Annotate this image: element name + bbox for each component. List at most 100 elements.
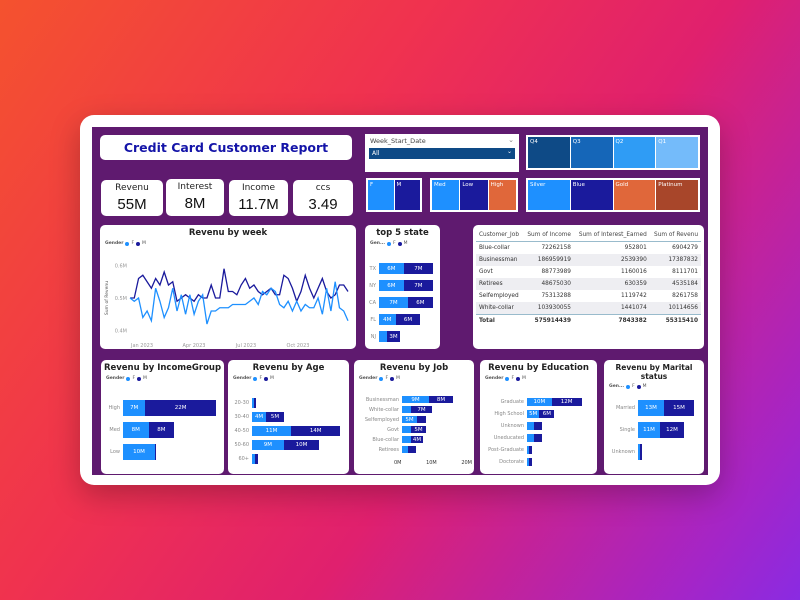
bar-f[interactable]: 10M	[527, 398, 552, 406]
column-header[interactable]: Customer_Job	[476, 229, 524, 242]
bar-f[interactable]	[402, 436, 411, 443]
bar-m[interactable]: 6M	[539, 410, 555, 418]
bar-f[interactable]	[402, 406, 411, 413]
legend-f[interactable]: F	[132, 376, 136, 381]
bar-m[interactable]: 6M	[395, 314, 421, 325]
bar-f[interactable]	[252, 454, 255, 464]
bar-f[interactable]: 7M	[379, 297, 408, 308]
bar-m[interactable]: 12M	[551, 398, 582, 406]
slicer-tile[interactable]: Low	[460, 180, 488, 210]
bar-m[interactable]	[640, 444, 642, 460]
legend: Gender F M	[106, 376, 224, 381]
y-axis-label: Sum of Revenu	[104, 281, 110, 315]
bar-f[interactable]	[638, 444, 640, 460]
legend-m[interactable]: M	[396, 376, 400, 381]
slicer-tile[interactable]: Platinum	[656, 180, 698, 210]
bar-m[interactable]: 10M	[283, 440, 320, 450]
bar-f[interactable]: 9M	[252, 440, 284, 450]
bar-f[interactable]	[527, 446, 530, 454]
legend-f[interactable]: F	[131, 241, 135, 246]
bar-m[interactable]: 6M	[408, 297, 433, 308]
bar-m[interactable]: 14M	[290, 426, 341, 436]
bar-row: Post-Graduate	[480, 446, 532, 454]
legend-m[interactable]: M	[143, 376, 147, 381]
legend-f[interactable]: F	[632, 384, 635, 389]
slicer-tile[interactable]: High	[488, 180, 516, 210]
bar-m[interactable]: 7M	[403, 280, 433, 291]
bar-m[interactable]	[155, 444, 156, 460]
bar-m[interactable]: 5M	[266, 412, 284, 422]
bar-m[interactable]: 3M	[387, 331, 400, 342]
bar-m[interactable]: 4M	[411, 436, 423, 443]
bar-f[interactable]: 5M	[527, 410, 540, 418]
bar-f[interactable]	[252, 398, 254, 408]
bar-f[interactable]	[402, 426, 411, 433]
slicer-tile[interactable]: Blue	[570, 180, 613, 210]
bar-row: Uneducated	[480, 434, 542, 442]
bar-m[interactable]: 7M	[411, 406, 432, 413]
legend-f[interactable]: F	[393, 241, 396, 246]
column-header[interactable]: Sum of Revenu	[649, 229, 701, 242]
chevron-down-icon[interactable]: ⌄	[508, 136, 514, 144]
table-cell: 88773989	[541, 269, 571, 275]
legend-m[interactable]: M	[522, 376, 526, 381]
legend-m[interactable]: M	[642, 384, 647, 389]
category-label: Med	[109, 427, 120, 433]
slicer-tile[interactable]: Gold	[613, 180, 656, 210]
legend-f[interactable]: F	[259, 376, 263, 381]
bar-f[interactable]: 9M	[402, 396, 429, 403]
bar-f[interactable]: 6M	[379, 263, 404, 274]
bar-f[interactable]	[527, 422, 535, 430]
bar-f[interactable]: 10M	[123, 444, 155, 460]
legend-m[interactable]: M	[270, 376, 274, 381]
slicer-tile[interactable]: Med	[432, 180, 460, 210]
slicer-tile[interactable]: Q1	[656, 137, 698, 168]
column-header[interactable]: Sum of Income	[523, 229, 574, 242]
revenue-by-education-chart: Revenu by Education Gender F M Graduate 10M…	[480, 360, 597, 474]
bar-f[interactable]: 4M	[252, 412, 267, 422]
bar-m[interactable]: 8M	[429, 396, 453, 403]
column-header[interactable]: Sum of Interest_Earned	[573, 229, 650, 242]
legend-m[interactable]: M	[403, 241, 408, 246]
bar-f[interactable]: 6M	[379, 280, 404, 291]
bar-m[interactable]	[529, 446, 532, 454]
bar-m[interactable]: 15M	[664, 400, 694, 416]
slicer-tile[interactable]: F	[368, 180, 394, 210]
series-line-m[interactable]	[130, 268, 349, 304]
bar-f[interactable]: 8M	[123, 422, 149, 438]
slicer-tile[interactable]: Silver	[528, 180, 570, 210]
slicer-tile[interactable]: Q3	[570, 137, 613, 168]
bar-m[interactable]	[408, 446, 416, 453]
bar-m[interactable]: 7M	[403, 263, 433, 274]
table-cell: Total	[476, 314, 524, 327]
bar-f[interactable]: 7M	[123, 400, 146, 416]
bar-m[interactable]: 8M	[148, 422, 175, 438]
slicer-tile[interactable]: M	[394, 180, 420, 210]
bar-f[interactable]: 13M	[638, 400, 664, 416]
bar-m[interactable]	[534, 422, 542, 430]
legend-f[interactable]: F	[385, 376, 389, 381]
bar-m[interactable]: 12M	[660, 422, 684, 438]
bar-f[interactable]: 11M	[252, 426, 291, 436]
bar-m[interactable]	[254, 454, 258, 464]
bar-m[interactable]	[417, 416, 426, 423]
slicer-dropdown[interactable]: All ⌄	[369, 148, 515, 159]
bar-f[interactable]	[527, 458, 530, 466]
bar-m[interactable]: 5M	[411, 426, 426, 433]
bar-f[interactable]	[402, 446, 408, 453]
legend-m[interactable]: M	[142, 241, 146, 246]
legend-f[interactable]: F	[511, 376, 515, 381]
series-line-f[interactable]	[129, 281, 349, 325]
bar-f[interactable]	[527, 434, 535, 442]
slicer-tile[interactable]: Q2	[613, 137, 656, 168]
bar-m[interactable]	[529, 458, 532, 466]
bar-m[interactable]	[253, 398, 256, 408]
bar-f[interactable]: 5M	[402, 416, 417, 423]
bar-f[interactable]: 11M	[638, 422, 660, 438]
slicer-tile[interactable]: Q4	[528, 137, 570, 168]
bar-f[interactable]	[379, 331, 388, 342]
bar-m[interactable]: 22M	[145, 400, 216, 416]
bar-row: 20-30	[228, 398, 256, 408]
bar-f[interactable]: 4M	[379, 314, 396, 325]
bar-m[interactable]	[534, 434, 542, 442]
